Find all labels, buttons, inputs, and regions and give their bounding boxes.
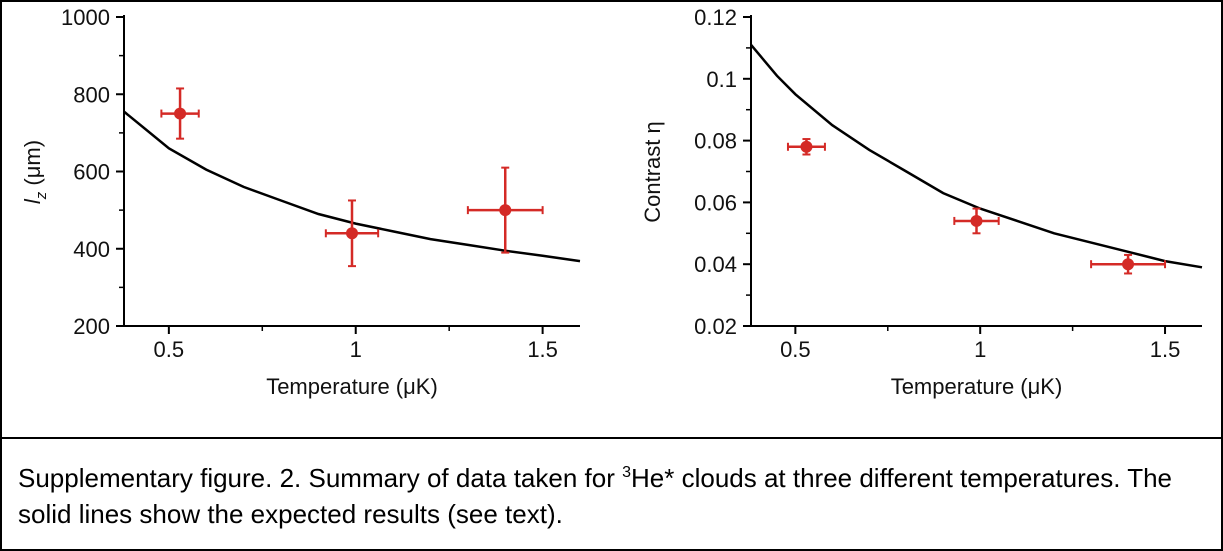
- caption-text-after: He* clouds at three different temperatur…: [18, 463, 1173, 529]
- data-marker: [346, 227, 358, 240]
- y-axis-label: lz (μm): [20, 140, 50, 204]
- data-point: [466, 166, 544, 254]
- y-tick-label: 800: [73, 82, 110, 107]
- data-point: [1090, 253, 1167, 275]
- x-tick-label: 0.5: [154, 337, 185, 362]
- y-tick-label: 0.04: [694, 252, 737, 277]
- y-axis-label: Contrast η: [640, 121, 665, 223]
- theory-curve: [750, 43, 1203, 269]
- data-point: [324, 199, 380, 268]
- y-tick-label: 200: [73, 314, 110, 339]
- x-tick-label: 1.5: [527, 337, 558, 362]
- data-marker: [1122, 258, 1135, 271]
- y-tick-label: 0.02: [694, 314, 737, 339]
- data-marker: [800, 140, 813, 153]
- data-marker: [499, 204, 512, 217]
- x-tick-label: 0.5: [780, 337, 811, 362]
- data-point: [953, 207, 1000, 235]
- x-tick-label: 1.5: [1150, 337, 1181, 362]
- caption-text-before: Supplementary figure. 2. Summary of data…: [18, 463, 623, 493]
- data-point: [786, 138, 826, 156]
- figure-charts: 200 400 600 800 1000 0.5 1 1.5 Temperature (μK) l…: [20, 5, 1203, 399]
- x-axis-label: Temperature (μK): [266, 374, 438, 399]
- data-point: [160, 87, 200, 140]
- chart-contrast-vs-temperature: 0.02 0.04 0.06 0.08 0.1 0.12 0.5 1 1.5 Temperatur…: [640, 5, 1203, 399]
- y-tick-label: 0.06: [694, 190, 737, 215]
- x-axis-label: Temperature (μK): [891, 374, 1063, 399]
- y-axis-label-symbol: l: [20, 198, 45, 204]
- y-tick-label: 0.12: [694, 5, 737, 30]
- data-marker: [174, 107, 187, 120]
- y-axis-label-subscript: z: [33, 191, 50, 200]
- figure-caption: Supplementary figure. 2. Summary of data…: [18, 460, 1208, 532]
- y-tick-label: 600: [73, 160, 110, 185]
- data-marker: [970, 214, 983, 227]
- caption-superscript: 3: [622, 464, 631, 481]
- y-tick-label: 0.1: [706, 67, 737, 92]
- chart-iz-vs-temperature: 200 400 600 800 1000 0.5 1 1.5 Temperature (μK) l…: [20, 5, 581, 399]
- caption-divider: [0, 437, 1223, 439]
- y-tick-label: 400: [73, 237, 110, 262]
- y-tick-label: 0.08: [694, 129, 737, 154]
- y-axis-label-unit: (μm): [20, 140, 45, 192]
- x-tick-label: 1: [350, 337, 362, 362]
- y-tick-label: 1000: [61, 5, 110, 30]
- x-tick-label: 1: [974, 337, 986, 362]
